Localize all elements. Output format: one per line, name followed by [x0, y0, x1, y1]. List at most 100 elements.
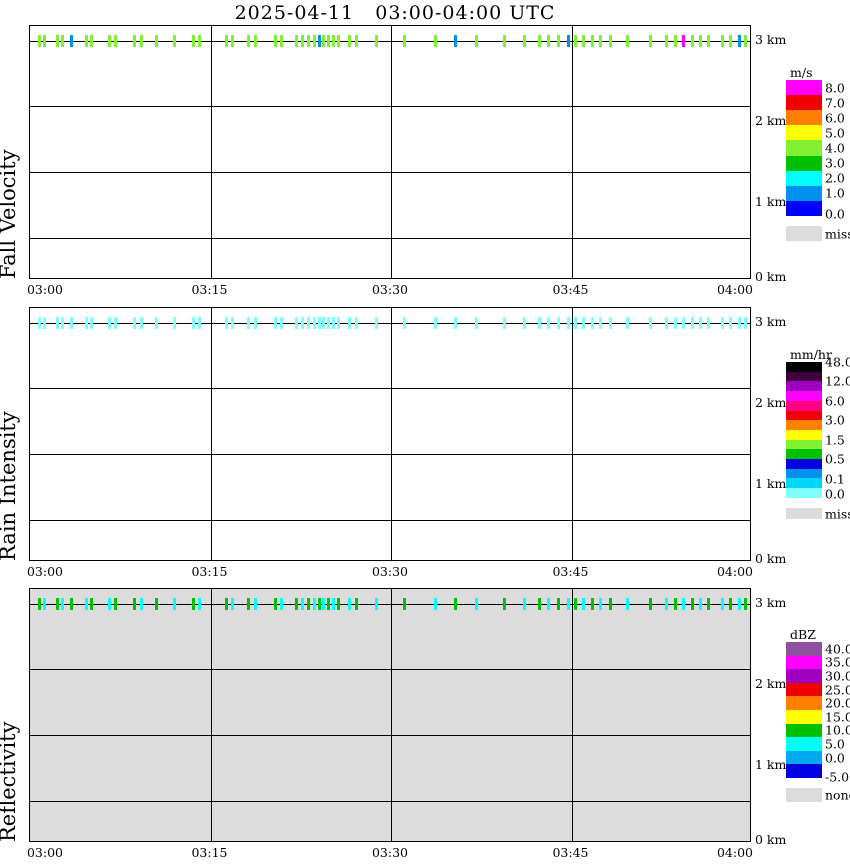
data-mark [566, 35, 570, 47]
data-mark [294, 598, 298, 610]
gridline-horizontal-3 [30, 238, 750, 239]
data-mark [566, 317, 570, 329]
data-mark [690, 598, 694, 610]
data-mark [573, 598, 577, 610]
colorbar-tick-label: 1.0 [825, 185, 845, 201]
data-mark [608, 317, 612, 329]
data-mark [198, 598, 202, 610]
gridline-vertical-2 [571, 589, 573, 841]
data-mark [599, 598, 603, 610]
colorbar-tick-label: 0.1 [825, 471, 845, 487]
data-mark [665, 35, 669, 47]
colorbar-swatch [786, 400, 822, 411]
data-mark [475, 317, 479, 329]
data-mark [108, 35, 112, 47]
data-mark [557, 35, 561, 47]
data-mark [332, 317, 336, 329]
data-mark [453, 35, 457, 47]
data-mark [274, 598, 278, 610]
data-mark [502, 598, 506, 610]
panel-fall-velocity [29, 25, 751, 279]
data-mark [523, 35, 527, 47]
x-tick-label: 04:00 [716, 845, 754, 860]
data-mark [56, 317, 60, 329]
y-tick-label: 0 km [755, 551, 787, 566]
data-mark [198, 317, 202, 329]
data-mark [312, 317, 316, 329]
data-mark [403, 317, 407, 329]
gridline-vertical-2 [571, 308, 573, 560]
gridline-vertical-0 [210, 589, 212, 841]
data-mark [155, 35, 159, 47]
colorbar-swatch [786, 737, 822, 751]
data-mark [336, 598, 340, 610]
x-tick-label: 04:00 [716, 282, 754, 297]
data-mark [85, 317, 89, 329]
gridline-horizontal-1 [30, 106, 750, 107]
colorbar-swatch [786, 642, 822, 656]
data-mark [312, 598, 316, 610]
x-tick-label: 03:00 [26, 564, 64, 579]
y-tick-label: 1 km [755, 194, 787, 209]
data-mark [294, 35, 298, 47]
data-mark [403, 598, 407, 610]
data-mark [43, 35, 47, 47]
data-mark [354, 317, 358, 329]
data-mark [90, 598, 94, 610]
data-mark [699, 35, 703, 47]
colorbar-tick-label: 10.0 [825, 722, 850, 738]
y-tick-label: 1 km [755, 476, 787, 491]
data-mark [590, 317, 594, 329]
data-mark [312, 35, 316, 47]
data-mark [665, 598, 669, 610]
data-mark [707, 317, 711, 329]
gridline-vertical-2 [571, 26, 573, 278]
colorbar-tick-label: 12.0 [825, 373, 850, 389]
data-mark [729, 317, 733, 329]
data-mark [108, 317, 112, 329]
data-mark [557, 317, 561, 329]
colorbar-tick-label: 20.0 [825, 695, 850, 711]
x-tick-label: 03:15 [191, 845, 228, 860]
colorbar-swatch [786, 185, 822, 201]
colorbar-missing-label: miss [825, 506, 850, 521]
colorbar-swatch [786, 125, 822, 141]
data-mark [537, 598, 541, 610]
data-mark [90, 317, 94, 329]
data-mark [729, 598, 733, 610]
data-mark [682, 35, 686, 47]
data-mark [665, 317, 669, 329]
data-mark [475, 598, 479, 610]
colorbar-tick-label: 30.0 [825, 668, 850, 684]
data-mark [155, 317, 159, 329]
data-mark [332, 35, 336, 47]
data-mark [547, 35, 551, 47]
colorbar-swatch [786, 449, 822, 460]
data-mark [573, 317, 577, 329]
plot-frame [29, 25, 751, 279]
colorbar-tick-label: 25.0 [825, 682, 850, 698]
colorbar-swatch [786, 655, 822, 670]
data-mark [300, 598, 304, 610]
data-mark [69, 598, 73, 610]
y-tick-label: 0 km [755, 832, 787, 847]
data-mark [673, 35, 677, 47]
data-mark [347, 317, 351, 329]
colorbar-swatch [786, 110, 822, 126]
data-mark [224, 598, 228, 610]
data-mark [347, 35, 351, 47]
gridline-horizontal-3 [30, 520, 750, 521]
colorbar-swatch [786, 696, 822, 710]
colorbar-tick-label: 8.0 [825, 80, 845, 96]
y-tick-label: 3 km [755, 32, 787, 47]
colorbar-swatch [786, 371, 822, 382]
panel-label-fall-velocity: Fall Velocity [0, 149, 20, 279]
data-mark [274, 35, 278, 47]
data-mark [523, 598, 527, 610]
panel-label-reflectivity: Reflectivity [0, 721, 20, 842]
data-mark [625, 317, 629, 329]
colorbar-tick-label: 3.0 [825, 412, 845, 428]
data-layer [30, 308, 750, 560]
x-tick-label: 03:15 [191, 564, 228, 579]
data-mark [300, 317, 304, 329]
